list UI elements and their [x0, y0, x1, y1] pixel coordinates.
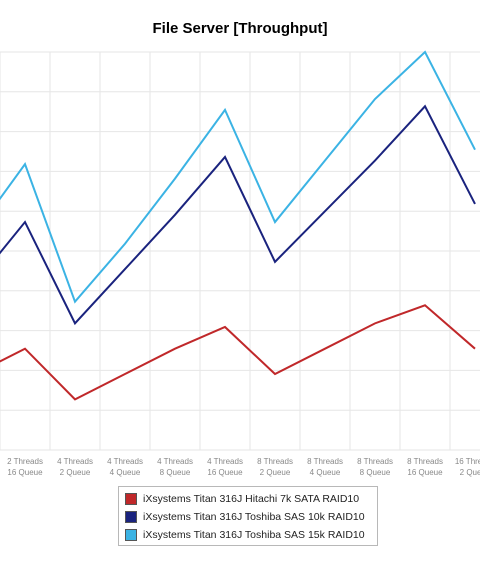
legend-entry-2: iXsystems Titan 316J Toshiba SAS 10k RAI…	[125, 508, 377, 526]
x-tick-label: 4 Threads 8 Queue	[157, 457, 193, 477]
legend-label: iXsystems Titan 316J Hitachi 7k SATA RAI…	[143, 493, 360, 505]
x-tick-label: 8 Threads 2 Queue	[257, 457, 293, 477]
legend-swatch	[125, 493, 137, 505]
x-tick-label: 2 Threads 16 Queue	[7, 457, 43, 477]
x-tick-label: 8 Threads 8 Queue	[357, 457, 393, 477]
x-tick-label: 4 Threads 4 Queue	[107, 457, 143, 477]
grid	[0, 51, 480, 451]
x-tick-label: 8 Threads 16 Queue	[407, 457, 443, 477]
legend-swatch	[125, 511, 137, 523]
legend-label: iXsystems Titan 316J Toshiba SAS 15k RAI…	[143, 529, 365, 541]
legend-entry-1: iXsystems Titan 316J Hitachi 7k SATA RAI…	[125, 490, 377, 508]
x-tick-label: 4 Threads 16 Queue	[207, 457, 243, 477]
legend-swatch	[125, 529, 137, 541]
series-line-2	[0, 104, 476, 326]
series-line-1	[0, 304, 476, 401]
x-tick-label: 8 Threads 4 Queue	[307, 457, 343, 477]
series-lines	[0, 50, 476, 401]
legend-entry-3: iXsystems Titan 316J Toshiba SAS 15k RAI…	[125, 526, 377, 544]
legend-label: iXsystems Titan 316J Toshiba SAS 10k RAI…	[143, 511, 365, 523]
legend: iXsystems Titan 316J Hitachi 7k SATA RAI…	[118, 486, 378, 546]
chart-title: File Server [Throughput]	[152, 20, 328, 37]
series-line-3	[0, 50, 476, 304]
x-tick-label: 4 Threads 2 Queue	[57, 457, 93, 477]
